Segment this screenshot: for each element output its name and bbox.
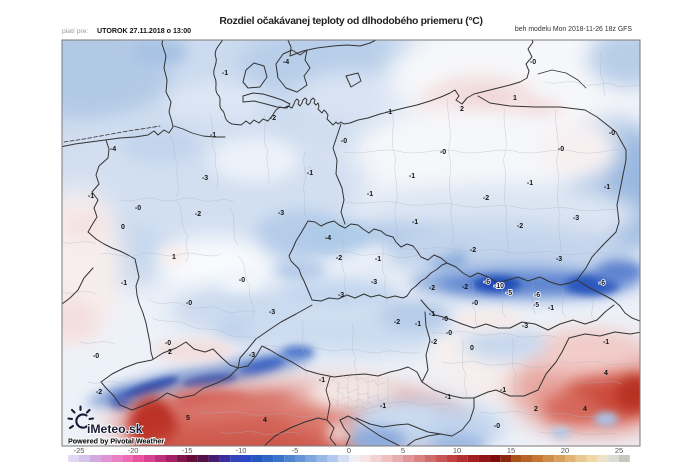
svg-text:-3: -3: [249, 352, 255, 359]
svg-text:-0: -0: [442, 316, 448, 323]
svg-text:-0: -0: [530, 59, 536, 66]
svg-text:5: 5: [401, 446, 405, 455]
svg-text:-1: -1: [412, 219, 418, 226]
svg-text:-1: -1: [222, 70, 228, 77]
svg-text:-1: -1: [415, 321, 421, 328]
svg-text:-2: -2: [470, 247, 476, 254]
svg-text:-1: -1: [500, 387, 506, 394]
svg-text:-1: -1: [445, 394, 451, 401]
svg-text:-0: -0: [472, 300, 478, 307]
svg-text:0: 0: [347, 446, 351, 455]
svg-text:Powered by Pivotal Weather: Powered by Pivotal Weather: [68, 437, 164, 446]
svg-text:-0: -0: [135, 205, 141, 212]
svg-text:-1: -1: [88, 193, 94, 200]
svg-text:-1: -1: [604, 184, 610, 191]
svg-text:-0: -0: [609, 130, 615, 137]
svg-text:-2: -2: [270, 115, 276, 122]
svg-text:-1: -1: [548, 305, 554, 312]
svg-text:-6: -6: [534, 292, 540, 299]
svg-text:4: 4: [583, 406, 587, 413]
svg-text:-1: -1: [319, 377, 325, 384]
svg-text:1: 1: [172, 254, 176, 261]
svg-text:-1: -1: [307, 170, 313, 177]
svg-text:-25: -25: [74, 446, 85, 455]
svg-text:-5: -5: [506, 290, 512, 297]
svg-text:-0: -0: [341, 138, 347, 145]
svg-text:-0: -0: [165, 340, 171, 347]
svg-text:-0: -0: [494, 423, 500, 430]
svg-text:Rozdiel očakávanej teploty od: Rozdiel očakávanej teploty od dlhodobého…: [219, 16, 482, 27]
svg-text:25: 25: [615, 446, 623, 455]
svg-text:-3: -3: [269, 309, 275, 316]
svg-text:-1: -1: [367, 191, 373, 198]
svg-text:-3: -3: [371, 279, 377, 286]
svg-text:-1: -1: [121, 280, 127, 287]
svg-text:-6: -6: [599, 280, 605, 287]
svg-text:2: 2: [534, 406, 538, 413]
svg-text:-1: -1: [429, 311, 435, 318]
svg-text:Powered by Pivotal Weather: Powered by Pivotal Weather: [68, 437, 164, 446]
svg-text:-2: -2: [96, 389, 102, 396]
svg-text:platí pre:: platí pre:: [62, 28, 89, 35]
svg-text:2: 2: [168, 349, 172, 356]
svg-text:-1: -1: [527, 180, 533, 187]
svg-text:-20: -20: [128, 446, 139, 455]
svg-text:0: 0: [121, 224, 125, 231]
svg-text:15: 15: [507, 446, 515, 455]
svg-text:-1: -1: [409, 173, 415, 180]
svg-text:-0: -0: [446, 330, 452, 337]
svg-text:-1: -1: [386, 109, 392, 116]
svg-text:-6: -6: [484, 279, 490, 286]
svg-text:iMeteo.sk: iMeteo.sk: [87, 422, 143, 436]
svg-text:2: 2: [460, 106, 464, 113]
svg-text:5: 5: [186, 415, 190, 422]
svg-text:-2: -2: [462, 284, 468, 291]
svg-text:-1: -1: [375, 256, 381, 263]
svg-text:-3: -3: [338, 292, 344, 299]
svg-text:-2: -2: [431, 339, 437, 346]
svg-text:-0: -0: [558, 146, 564, 153]
svg-text:-1: -1: [210, 132, 216, 139]
svg-text:-5: -5: [292, 446, 299, 455]
svg-text:-0: -0: [239, 277, 245, 284]
svg-text:10: 10: [453, 446, 461, 455]
svg-text:beh modelu Mon 2018-11-26 18z: beh modelu Mon 2018-11-26 18z GFS: [515, 26, 632, 33]
svg-text:-0: -0: [93, 353, 99, 360]
svg-text:-4: -4: [110, 146, 116, 153]
svg-text:-3: -3: [573, 215, 579, 222]
svg-text:4: 4: [263, 417, 267, 424]
svg-text:0: 0: [470, 345, 474, 352]
svg-text:-1: -1: [603, 339, 609, 346]
svg-text:-3: -3: [202, 175, 208, 182]
svg-text:-1: -1: [380, 403, 386, 410]
svg-text:-0: -0: [440, 149, 446, 156]
svg-text:-2: -2: [394, 319, 400, 326]
svg-text:-2: -2: [517, 223, 523, 230]
svg-text:UTOROK 27.11.2018 o 13:00: UTOROK 27.11.2018 o 13:00: [97, 27, 191, 35]
svg-text:-2: -2: [336, 255, 342, 262]
svg-text:-2: -2: [195, 211, 201, 218]
svg-text:-5: -5: [533, 302, 539, 309]
svg-text:20: 20: [561, 446, 569, 455]
svg-text:1: 1: [513, 95, 517, 102]
svg-text:-3: -3: [278, 210, 284, 217]
svg-text:-3: -3: [522, 323, 528, 330]
svg-text:-0: -0: [186, 300, 192, 307]
svg-text:-2: -2: [429, 285, 435, 292]
svg-text:-3: -3: [556, 256, 562, 263]
svg-text:-4: -4: [283, 59, 289, 66]
svg-text:4: 4: [604, 370, 608, 377]
svg-text:-4: -4: [325, 235, 331, 242]
svg-text:-15: -15: [182, 446, 193, 455]
svg-text:-10: -10: [236, 446, 247, 455]
svg-text:-10: -10: [494, 283, 504, 290]
svg-text:-2: -2: [483, 195, 489, 202]
